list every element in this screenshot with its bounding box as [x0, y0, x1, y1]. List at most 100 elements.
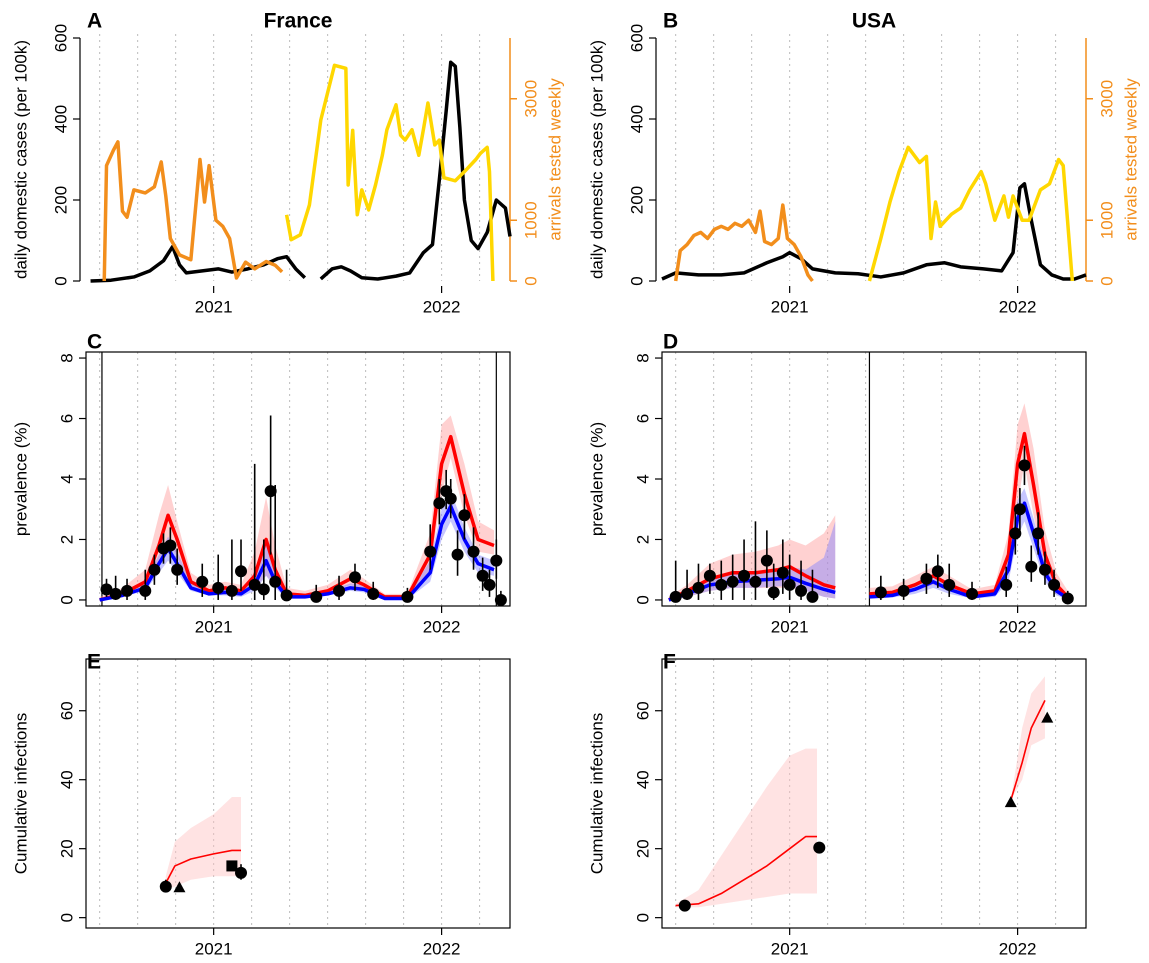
y-tick-label: 4 [633, 474, 652, 483]
point [401, 590, 414, 603]
y-tick-label: 20 [633, 839, 652, 858]
x-tick-label: 2021 [195, 939, 233, 958]
point [490, 554, 503, 567]
panel-letter: D [663, 331, 678, 354]
point [109, 587, 122, 600]
point [1061, 592, 1074, 605]
point [931, 565, 944, 578]
x-tick-label: 2021 [771, 939, 809, 958]
y2-tick-label: 1000 [521, 201, 540, 239]
x-tick-label: 2021 [771, 297, 809, 316]
point [467, 545, 480, 558]
point [494, 593, 507, 606]
y-tick-label: 60 [57, 701, 76, 720]
x-tick-label: 2022 [423, 939, 461, 958]
point [1009, 527, 1022, 540]
data-line [165, 849, 242, 884]
x-tick-label: 2022 [999, 297, 1037, 316]
y-tick-label: 0 [51, 276, 70, 285]
point [1018, 459, 1031, 472]
y-tick-label: 60 [633, 701, 652, 720]
y-tick-label: 0 [57, 913, 76, 922]
panel: 0 20 40 60 Cumulative infections 2021 2022 E [11, 651, 511, 958]
y2-tick-label: 1000 [1097, 201, 1116, 239]
y-tick-label: 2 [633, 535, 652, 544]
point [678, 899, 691, 912]
point [726, 575, 739, 588]
y-axis-label: daily domestic cases (per 100k) [11, 40, 30, 279]
data-line [675, 700, 1046, 907]
data-line [867, 145, 1075, 282]
point [703, 569, 716, 582]
point [100, 583, 113, 596]
panel-letter: F [663, 651, 676, 674]
y2-axis-label: arrivals tested weekly [545, 78, 564, 241]
point [760, 554, 773, 567]
y-tick-label: 8 [57, 353, 76, 362]
point [483, 578, 496, 591]
point [749, 575, 762, 588]
uncertainty-band [668, 403, 1068, 600]
point [367, 587, 380, 600]
y-tick-label: 6 [633, 414, 652, 423]
y-tick-label: 0 [57, 595, 76, 604]
point [159, 880, 172, 893]
point [738, 569, 751, 582]
point [121, 584, 134, 597]
point [264, 485, 277, 498]
panel-letter: E [87, 651, 101, 674]
y-tick-label: 40 [633, 770, 652, 789]
point [943, 578, 956, 591]
panel: 0 200 400 600 daily domestic cases (per 100k… [11, 10, 564, 317]
point [476, 569, 489, 582]
y-tick-label: 200 [627, 186, 646, 214]
y-tick-label: 6 [57, 414, 76, 423]
point [424, 545, 437, 558]
point [348, 571, 361, 584]
y-axis-label: prevalence (%) [587, 422, 606, 536]
panel: 0 2 4 6 8 prevalence (%) 2021 2022 D [587, 331, 1087, 636]
point [795, 584, 808, 597]
plot-box [85, 658, 511, 929]
point [458, 509, 471, 522]
point [269, 575, 282, 588]
panel: 0 200 400 600 daily domestic cases (per 100k… [587, 10, 1140, 317]
y-tick-label: 400 [51, 105, 70, 133]
x-tick-label: 2022 [999, 617, 1037, 636]
y2-axis-label: arrivals tested weekly [1121, 78, 1140, 241]
panel: 0 2 4 6 8 prevalence (%) 2021 2022 C [11, 331, 511, 636]
x-tick-label: 2021 [771, 617, 809, 636]
x-tick-label: 2021 [195, 297, 233, 316]
point [1048, 578, 1061, 591]
point [444, 492, 457, 505]
point [692, 581, 705, 594]
y-tick-label: 2 [57, 535, 76, 544]
point [451, 548, 464, 561]
data-line [661, 182, 1087, 281]
y2-tick-label: 3000 [1097, 80, 1116, 118]
point [333, 584, 346, 597]
uncertainty-band [165, 796, 242, 891]
point [212, 581, 225, 594]
uncertainty-band [99, 415, 495, 600]
point [280, 589, 293, 602]
y-tick-label: 4 [57, 474, 76, 483]
y-axis-label: prevalence (%) [11, 422, 30, 536]
point [767, 586, 780, 599]
panel-letter: A [87, 10, 102, 33]
point [813, 841, 826, 854]
point [1013, 503, 1026, 516]
point [1041, 711, 1054, 723]
point [1032, 527, 1045, 540]
y-tick-label: 0 [633, 595, 652, 604]
y2-tick-label: 3000 [521, 80, 540, 118]
y2-tick-label: 0 [1097, 276, 1116, 285]
y-tick-label: 600 [51, 24, 70, 52]
panel-title: France [264, 10, 333, 33]
point [173, 881, 186, 893]
point [235, 565, 248, 578]
point [196, 575, 209, 588]
uncertainty-band [675, 676, 1045, 908]
y-tick-label: 0 [627, 276, 646, 285]
